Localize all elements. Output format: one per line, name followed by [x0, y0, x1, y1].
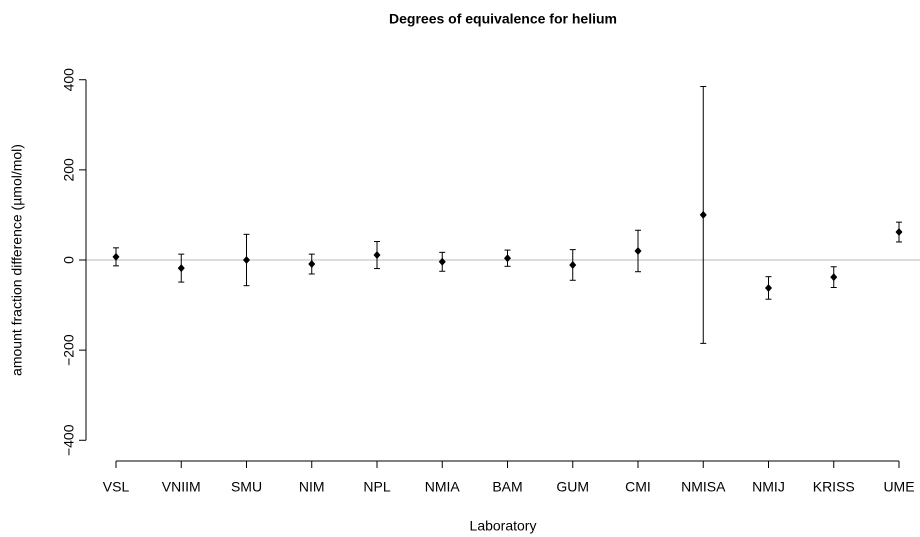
y-tick-label: −400 [61, 424, 77, 456]
y-tick-label: −200 [61, 334, 77, 366]
x-tick-label: BAM [492, 479, 522, 495]
x-tick-label: GUM [556, 479, 589, 495]
point [373, 251, 381, 260]
x-tick-label: VSL [103, 479, 130, 495]
point [112, 252, 120, 261]
point [895, 228, 903, 237]
x-tick-label: NPL [363, 479, 390, 495]
x-axis-label: Laboratory [470, 518, 537, 534]
x-tick-label: NMIA [425, 479, 461, 495]
x-tick-label: CMI [625, 479, 651, 495]
point [634, 246, 642, 255]
x-tick-label: NMISA [681, 479, 726, 495]
point [765, 283, 772, 292]
x-tick-label: KRISS [813, 479, 855, 495]
point [243, 256, 250, 264]
point [308, 260, 316, 269]
y-tick-label: 200 [61, 158, 77, 182]
point [504, 254, 511, 263]
y-tick-label: 400 [61, 68, 77, 92]
point [699, 210, 707, 219]
point [177, 264, 185, 273]
x-tick-label: NIM [299, 479, 325, 495]
y-tick-label: 0 [61, 256, 77, 264]
chart-title: Degrees of equivalence for helium [389, 11, 617, 27]
x-tick-label: VNIIM [162, 479, 201, 495]
point [830, 273, 838, 282]
x-tick-label: UME [883, 479, 914, 495]
point [569, 260, 577, 269]
y-axis-label: amount fraction difference (µmol/mol) [9, 144, 25, 376]
point [438, 257, 446, 266]
x-tick-label: NMIJ [752, 479, 785, 495]
x-tick-label: SMU [231, 479, 262, 495]
